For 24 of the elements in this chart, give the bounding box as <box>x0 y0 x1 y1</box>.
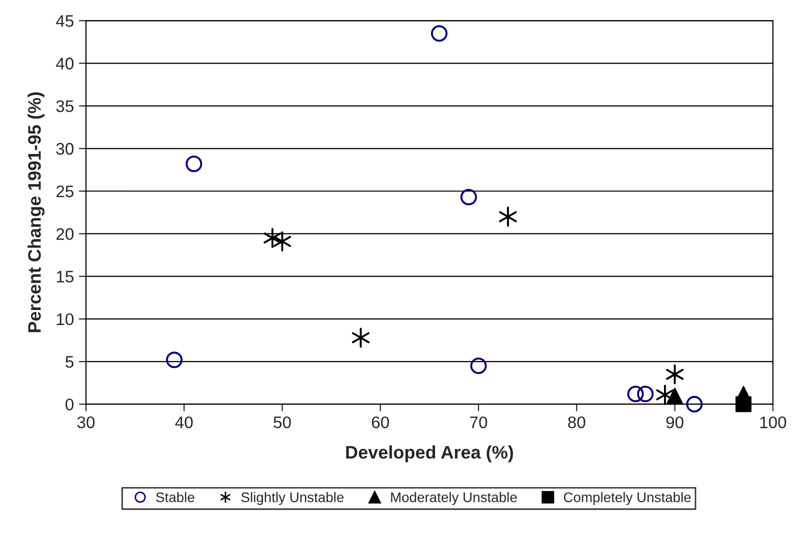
legend-label: Slightly Unstable <box>241 492 344 505</box>
x-tick-label: 90 <box>666 416 684 428</box>
y-tick-label: 45 <box>56 15 74 27</box>
x-tick-label: 70 <box>470 416 488 428</box>
y-tick-label: 10 <box>56 313 74 326</box>
y-tick-label: 40 <box>56 58 74 70</box>
x-tick-label: 50 <box>274 416 291 428</box>
legend-label: Stable <box>156 492 194 502</box>
y-tick-label: 35 <box>56 100 74 112</box>
legend-label: Moderately Unstable <box>391 492 517 505</box>
x-tick-label: 30 <box>77 416 95 428</box>
y-tick-label: 20 <box>56 228 74 240</box>
y-tick-label: 25 <box>56 186 74 198</box>
x-axis-title: Developed Area (%) <box>346 445 513 462</box>
x-tick-label: 80 <box>568 416 586 428</box>
y-tick-label: 15 <box>56 270 74 283</box>
x-tick-label: 60 <box>372 416 389 428</box>
y-tick-label: 30 <box>56 142 74 155</box>
y-axis-title: Percent Change 1991-95 (%) <box>28 92 45 332</box>
y-tick-label: 0 <box>66 398 74 410</box>
legend-label: Completely Unstable <box>564 492 691 505</box>
y-tick-label: 5 <box>66 356 74 368</box>
x-tick-label: 40 <box>175 416 193 428</box>
x-tick-label: 100 <box>760 416 786 428</box>
